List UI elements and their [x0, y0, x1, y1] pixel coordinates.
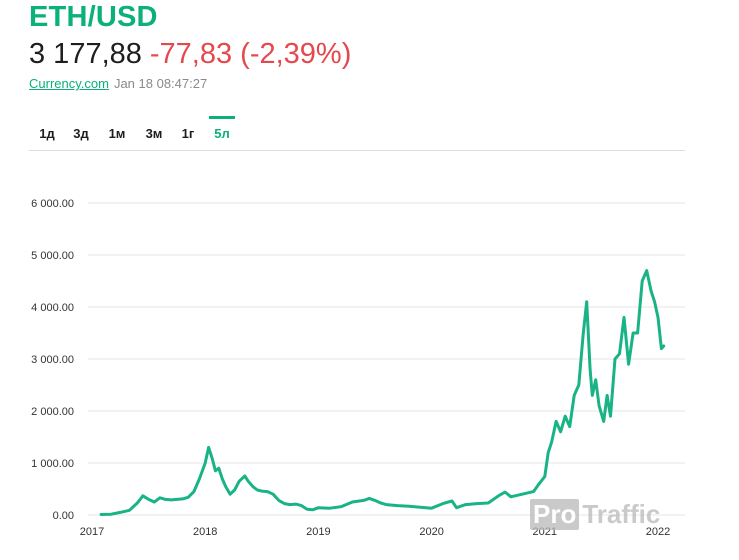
tab-5y[interactable]: 5л — [209, 116, 235, 151]
range-tabs: 1д 3д 1м 3м 1г 5л — [29, 116, 685, 151]
current-price: 3 177,88 — [29, 38, 142, 70]
y-tick-label: 5 000.00 — [31, 250, 74, 262]
y-tick-label: 3 000.00 — [31, 354, 74, 366]
price-change: -77,83 (-2,39%) — [149, 38, 352, 70]
tab-1m[interactable]: 1м — [108, 126, 126, 141]
y-tick-label: 1 000.00 — [31, 458, 74, 470]
y-tick-label: 4 000.00 — [31, 302, 74, 314]
tab-3m[interactable]: 3м — [145, 126, 163, 141]
watermark-logo: Pro Traffic — [530, 499, 660, 530]
quote-header: ETH/USD 3 177,88 -77,83 (-2,39%) Currency… — [29, 0, 729, 91]
source-row: Currency.com Jan 18 08:47:27 — [29, 76, 729, 91]
y-tick-label: 2 000.00 — [31, 406, 74, 418]
price-chart: 0.00 1 000.00 2 000.00 3 000.00 4 000.00 5 00… — [0, 180, 739, 560]
y-tick-label: 6 000.00 — [31, 198, 74, 210]
x-tick-label: 2017 — [80, 526, 104, 538]
source-link[interactable]: Currency.com — [29, 76, 109, 91]
price-row: 3 177,88 -77,83 (-2,39%) — [29, 35, 729, 73]
quote-timestamp: Jan 18 08:47:27 — [113, 76, 208, 91]
pair-title: ETH/USD — [29, 1, 158, 33]
watermark-pro: Pro — [530, 499, 580, 530]
watermark-traffic: Traffic — [582, 499, 661, 529]
y-tick-label: 0.00 — [53, 510, 74, 522]
chart-svg: 0.00 1 000.00 2 000.00 3 000.00 4 000.00 5 00… — [31, 198, 685, 538]
tab-1d[interactable]: 1д — [39, 126, 55, 141]
x-tick-label: 2018 — [193, 526, 217, 538]
x-tick-label: 2022 — [646, 526, 670, 538]
tab-1y[interactable]: 1г — [181, 126, 195, 141]
price-series-line — [99, 269, 666, 516]
x-tick-label: 2020 — [419, 526, 443, 538]
x-tick-label: 2019 — [306, 526, 330, 538]
tab-3d[interactable]: 3д — [73, 126, 89, 141]
